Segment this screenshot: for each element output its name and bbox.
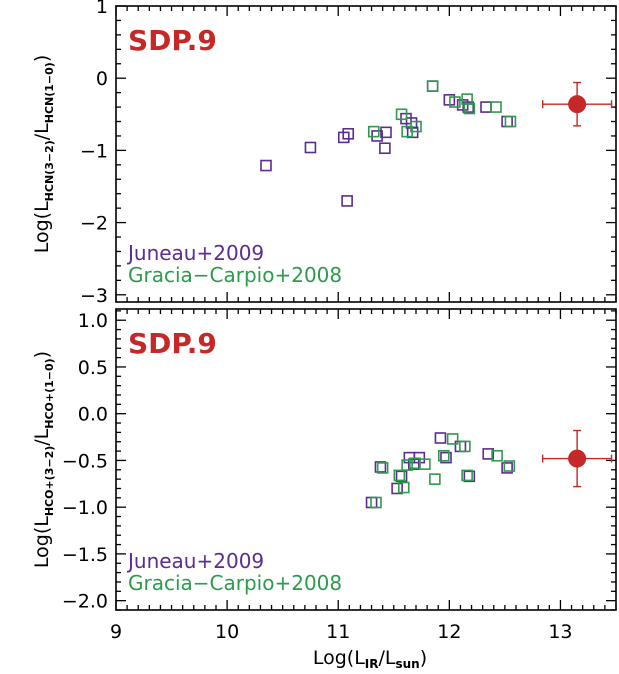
y-tick-label: −0.5 xyxy=(62,450,108,472)
data-point-square xyxy=(434,432,447,444)
data-point-square xyxy=(304,141,317,154)
data-point-square xyxy=(367,125,380,138)
data-point-square xyxy=(501,115,513,128)
y-tick-label: −1 xyxy=(80,140,108,162)
data-point-square xyxy=(426,80,439,92)
data-point-square xyxy=(380,126,392,139)
panel-hcn-ratio: −3 −2 −1 0 1 Log(LHCN(3−2)/LHCN(1−0)) SDP.9 Jun… xyxy=(31,0,617,307)
legend-entry: Gracia−Carpio+2008 xyxy=(128,263,342,287)
data-point-square xyxy=(429,473,441,485)
plot-frame xyxy=(115,5,617,303)
x-axis-label: Log(LIR/Lsun) xyxy=(313,647,427,671)
data-point-square xyxy=(379,142,391,155)
data-point-square xyxy=(491,449,503,462)
data-point-square xyxy=(503,460,516,472)
y-tick-label: −2 xyxy=(80,213,108,235)
y-tick-label: 1 xyxy=(96,0,108,18)
data-point-square xyxy=(401,459,413,471)
data-point-square xyxy=(440,451,452,464)
x-tick-label: 13 xyxy=(548,621,572,643)
data-point-square xyxy=(462,101,475,113)
x-tick-label: 9 xyxy=(110,621,122,643)
data-point-square xyxy=(419,458,431,470)
data-point-sdp9 xyxy=(568,95,587,114)
y-tick-label: −1.0 xyxy=(62,497,108,519)
y-tick-label: 1.0 xyxy=(78,310,108,332)
data-point-square xyxy=(393,469,406,482)
data-point-square xyxy=(480,101,492,113)
y-tick-label: −2.0 xyxy=(62,591,108,613)
data-point-square xyxy=(426,80,439,92)
data-point-square xyxy=(342,127,355,140)
data-point-square xyxy=(391,482,403,495)
x-tick-label: 10 xyxy=(215,621,239,643)
y-tick-label: −3 xyxy=(80,285,108,307)
data-point-square xyxy=(410,120,422,133)
data-point-sdp9 xyxy=(568,449,587,468)
data-point-square xyxy=(395,470,408,483)
y-axis-label: Log(LHCN(3−2)/LHCN(1−0)) xyxy=(31,55,56,254)
y-axis-label: Log(LHCO+(3−2)/LHCO+(1−0)) xyxy=(31,351,56,568)
data-point-square xyxy=(374,461,387,473)
data-point-square xyxy=(376,462,389,474)
panel-hco-ratio: 9 10 11 12 13 −2.0 −1.5 −1.0 −0.5 0.0 0.5 1.0 Log(LH… xyxy=(31,308,617,643)
data-point-square xyxy=(260,159,272,172)
y-tick-label: 0.5 xyxy=(78,357,108,379)
data-point-square xyxy=(449,96,461,108)
data-point-square xyxy=(459,440,471,453)
y-tick-label: 0 xyxy=(96,68,108,90)
data-point-square xyxy=(501,462,513,474)
data-point-square xyxy=(397,481,410,494)
x-tick-label: 11 xyxy=(326,621,350,643)
y-tick-label: 0.0 xyxy=(78,404,108,426)
y-tick-label: −1.5 xyxy=(62,544,108,566)
data-point-square xyxy=(446,433,459,445)
x-tick-label: 12 xyxy=(437,621,461,643)
legend-entry: Gracia−Carpio+2008 xyxy=(128,571,342,595)
data-point-square xyxy=(395,108,408,121)
data-point-square xyxy=(463,470,476,483)
data-point-square xyxy=(437,449,450,462)
data-point-square xyxy=(461,469,473,482)
data-point-square xyxy=(490,101,502,113)
data-point-square xyxy=(482,448,495,460)
data-point-square xyxy=(370,496,382,509)
panel-title: SDP.9 xyxy=(128,327,217,360)
data-point-square xyxy=(463,102,476,115)
legend-entry: Juneau+2009 xyxy=(126,241,264,265)
data-point-square xyxy=(504,115,517,128)
panel-title: SDP.9 xyxy=(128,24,217,57)
legend-entry: Juneau+2009 xyxy=(126,549,264,573)
data-point-square xyxy=(341,195,353,207)
plot-frame xyxy=(115,308,617,611)
